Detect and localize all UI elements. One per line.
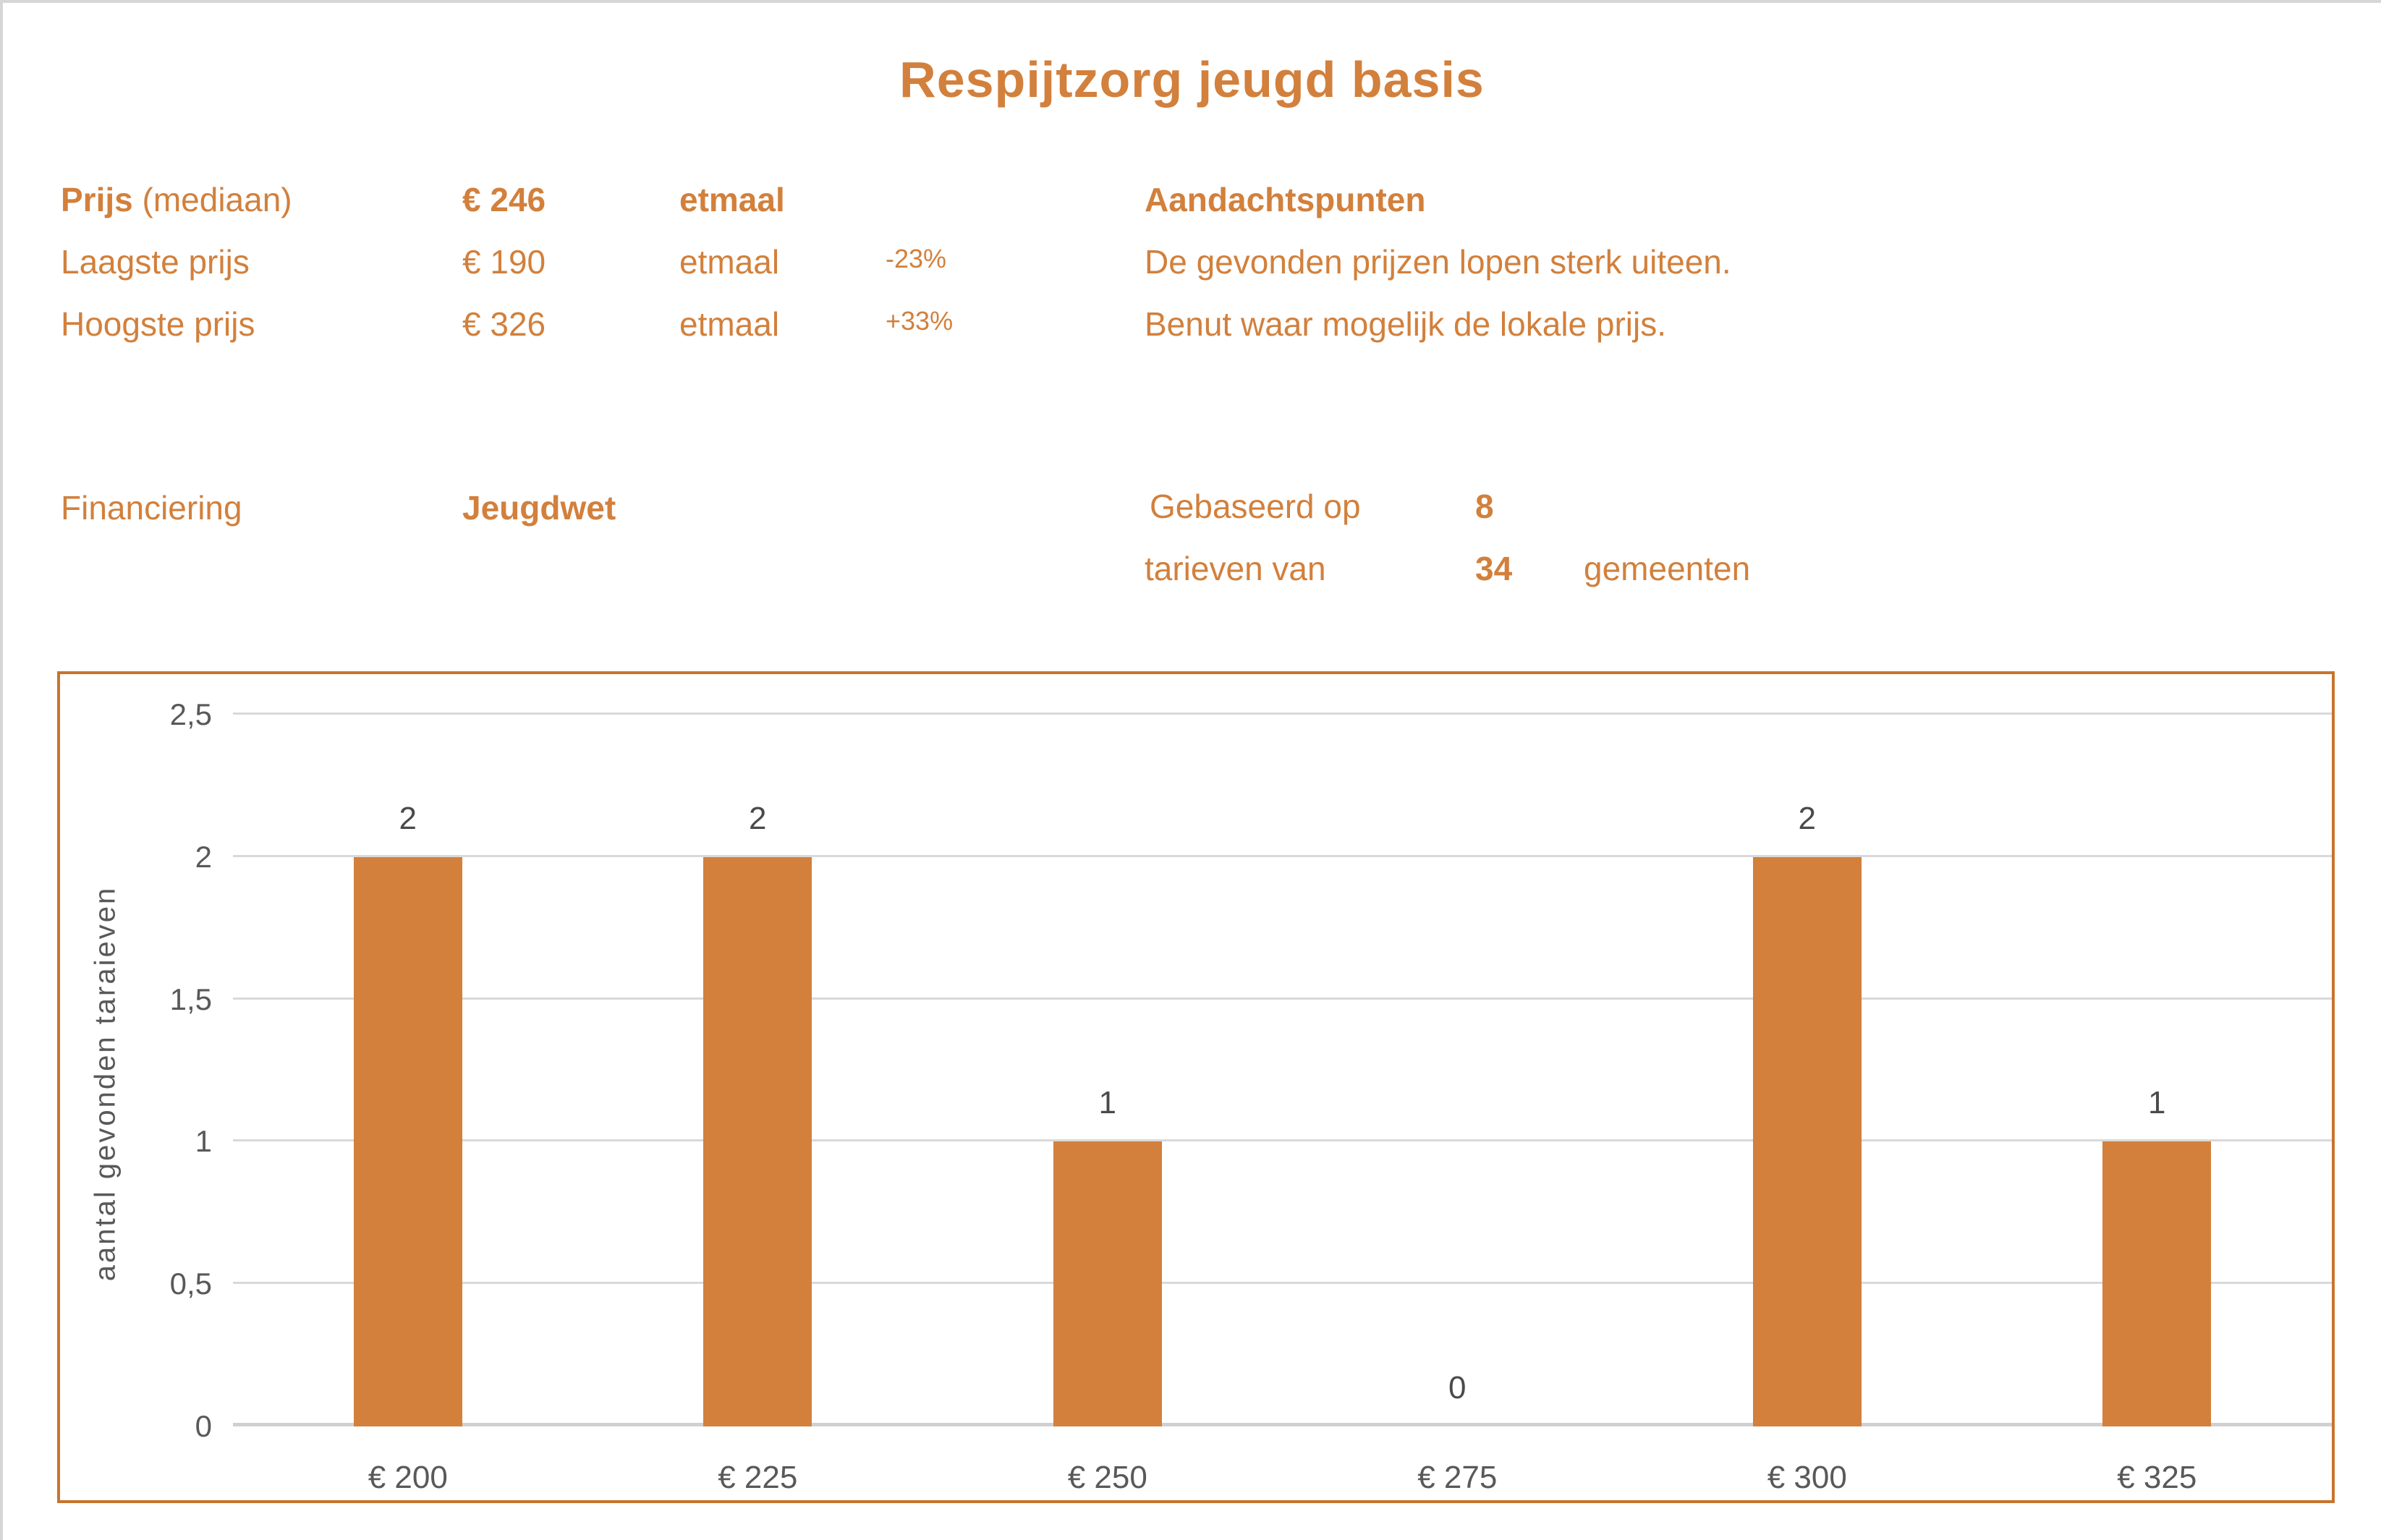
notes-line-2: Benut waar mogelijk de lokale prijs. [1145,305,1667,343]
stat-lowest-unit: etmaal [679,243,780,281]
financiering-label: Financiering [61,489,242,527]
bar [1752,856,1862,1426]
stat-median-label-strong: Prijs [61,181,133,218]
gridline [233,997,2332,1000]
y-tick-label: 1 [195,1124,212,1159]
basis-line2-number: 34 [1475,550,1513,587]
basis-line2-suffix: gemeenten [1584,550,1751,587]
bar-value-label: 0 [1448,1370,1467,1405]
gridline [233,1139,2332,1142]
x-tick-label: € 200 [368,1460,448,1495]
stat-median-unit: etmaal [679,181,785,218]
x-tick-label: € 300 [1767,1460,1847,1495]
notes-line-1: De gevonden prijzen lopen sterk uiteen. [1145,243,1731,281]
x-tick-label: € 250 [1067,1460,1147,1495]
plot-area: 2 2 1 0 2 1 [233,712,2332,1426]
basis-line1-prefix: Gebaseerd op [1150,488,1361,525]
y-tick-label: 0,5 [169,1267,212,1301]
bar-value-label: 1 [2148,1085,2166,1121]
financiering-value: Jeugdwet [462,489,616,527]
bar [1053,1141,1162,1426]
y-axis-title: aantal gevonden taraieven [89,885,122,1282]
y-tick-label: 2,5 [169,697,212,731]
basis-line2-prefix: tarieven van [1145,550,1326,587]
gridline [233,854,2332,857]
stat-lowest-label: Laagste prijs [61,243,250,281]
y-tick-label: 2 [195,839,212,874]
basis-line1-number: 8 [1475,488,1494,525]
bar-value-label: 2 [749,800,767,836]
x-tick-label: € 325 [2117,1460,2197,1495]
stat-median-value: € 246 [462,181,546,218]
stat-median-label-normal: (mediaan) [132,181,292,218]
stat-highest-unit: etmaal [679,305,780,343]
bar-value-label: 2 [1798,800,1816,836]
gridline [233,1282,2332,1285]
stat-highest-percent: +33% [886,306,954,336]
bar [703,856,812,1426]
bar-chart: aantal gevonden taraieven 2 2 1 0 2 1 0 0,5 1 1,… [57,671,2335,1503]
bar-value-label: 1 [1098,1085,1116,1121]
stat-row-median-label: Prijs (mediaan) [61,178,292,221]
page-title: Respijtzorg jeugd basis [899,51,1485,108]
bar-value-label: 2 [399,800,417,836]
y-tick-label: 0 [195,1409,212,1443]
stat-highest-value: € 326 [462,305,546,343]
x-axis-line [233,1423,2332,1426]
y-tick-label: 1,5 [169,982,212,1016]
x-tick-label: € 275 [1417,1460,1498,1495]
x-tick-label: € 225 [718,1460,798,1495]
stat-lowest-value: € 190 [462,243,546,281]
bar [353,856,462,1426]
stat-highest-label: Hoogste prijs [61,305,255,343]
gridline [233,712,2332,715]
stat-lowest-percent: -23% [886,244,947,273]
notes-heading: Aandachtspunten [1145,181,1426,218]
bar [2102,1141,2212,1426]
